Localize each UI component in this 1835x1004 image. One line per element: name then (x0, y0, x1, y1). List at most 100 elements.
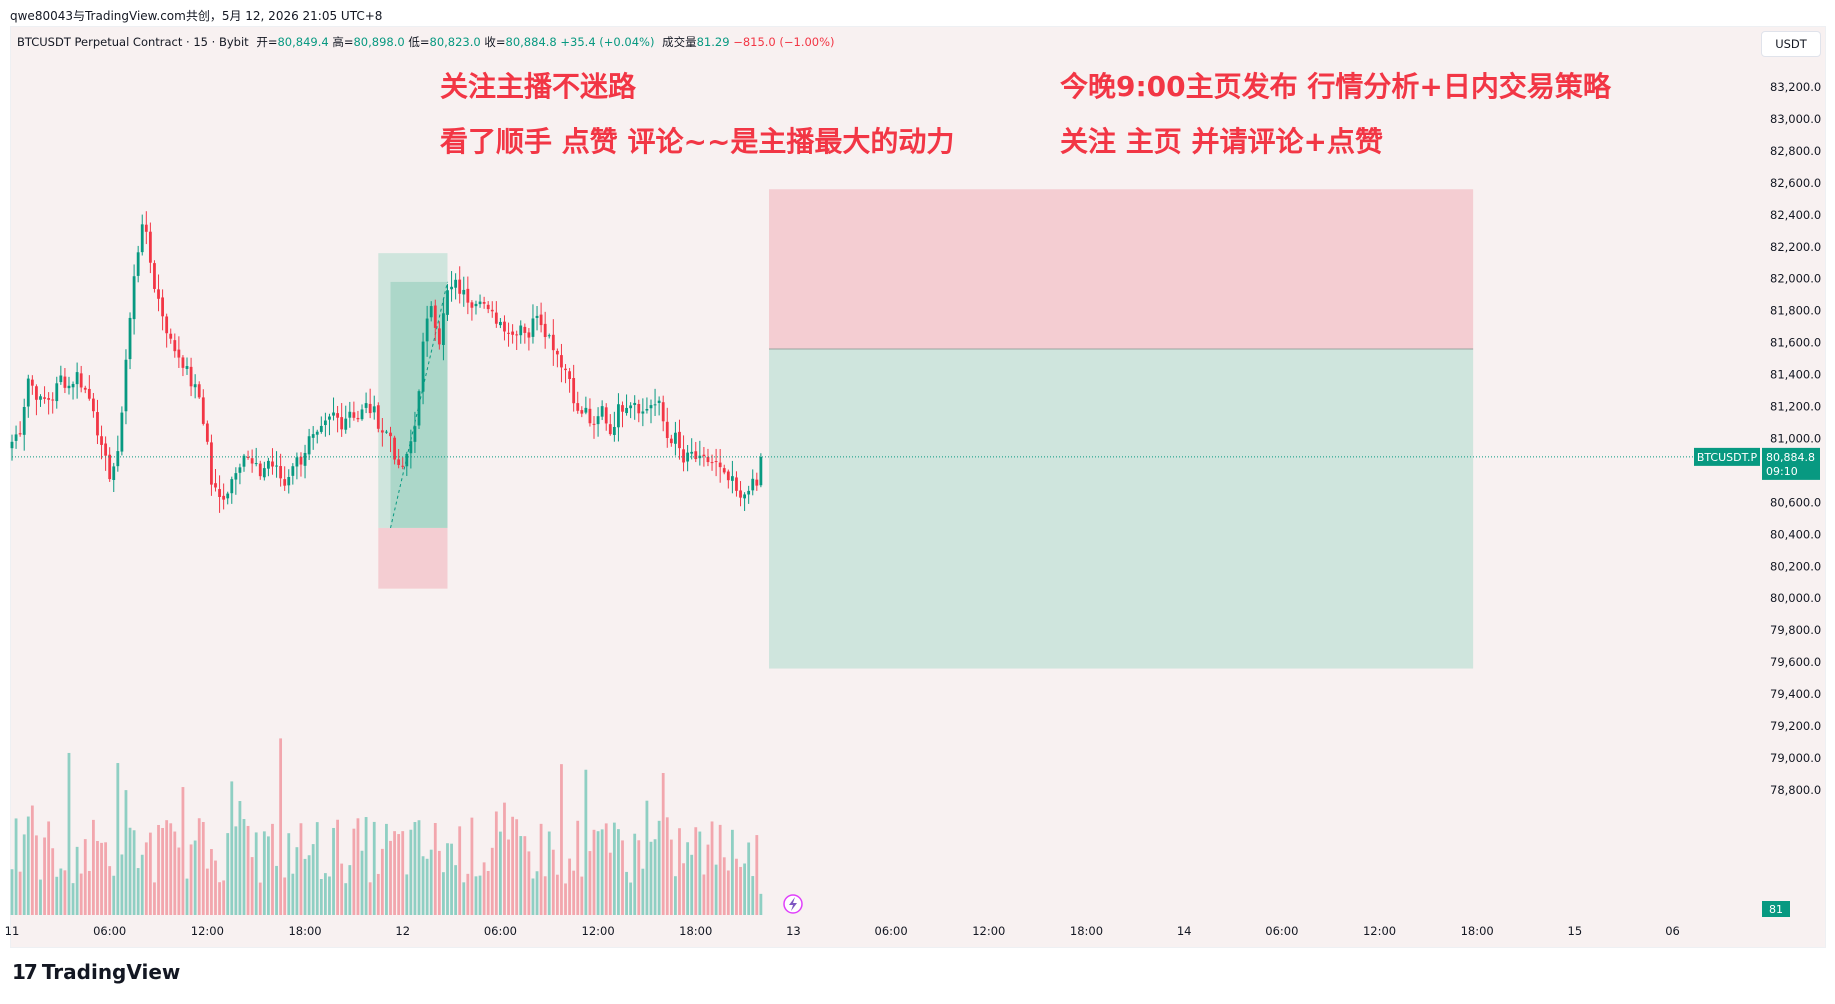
volume-bar (413, 822, 417, 915)
volume-bar (189, 844, 193, 915)
candle (535, 315, 539, 318)
volume-bar (340, 863, 344, 915)
legend-volume-label: 成交量 (662, 35, 697, 49)
candle (425, 318, 429, 342)
candle (63, 376, 67, 388)
volume-bar (47, 821, 51, 915)
candle (234, 473, 238, 480)
candle (629, 405, 633, 409)
candle (417, 391, 421, 426)
candle (79, 373, 83, 388)
volume-bar (120, 854, 124, 915)
candle (92, 398, 95, 412)
overlay-text-left-2[interactable]: 看了顺手 点赞 评论~~是主播最大的动力 (440, 125, 955, 158)
volume-bar (608, 852, 612, 915)
overlay-text-right-1[interactable]: 今晚9:00主页发布 行情分析+日内交易策略 (1060, 70, 1611, 103)
candle (328, 416, 331, 420)
candle (665, 421, 669, 439)
price-tag-symbol-bg (1694, 447, 1760, 466)
candle (291, 466, 295, 476)
volume-bar (425, 858, 429, 915)
candle (299, 456, 303, 465)
volume-bar (555, 874, 559, 915)
tradingview-logo[interactable]: 17 TradingView (12, 960, 180, 984)
lightning-icon[interactable] (783, 894, 803, 914)
volume-bar (612, 822, 616, 915)
overlay-text-left-1[interactable]: 关注主播不迷路 (440, 70, 637, 103)
volume-bar (214, 860, 217, 915)
volume-bar (722, 857, 726, 915)
candle (564, 368, 567, 371)
candle (47, 398, 51, 400)
candle (132, 276, 136, 320)
volume-bar (698, 831, 702, 915)
candle (596, 416, 600, 425)
candle (271, 461, 274, 467)
volume-group (10, 738, 763, 915)
volume-bar (275, 865, 278, 915)
volume-bar (397, 834, 401, 915)
candle (625, 407, 628, 414)
candle (409, 441, 413, 454)
volume-bar (560, 764, 563, 915)
volume-bar (181, 787, 185, 915)
candle (108, 454, 112, 480)
candle (258, 463, 262, 477)
volume-bar (311, 844, 315, 915)
candle (185, 366, 189, 369)
candle (356, 417, 360, 420)
candle (499, 321, 502, 326)
volume-bar (35, 835, 38, 915)
candle (507, 332, 510, 334)
x-tick-label: 15 (1568, 924, 1583, 938)
candle (262, 468, 266, 478)
x-tick-label: 12:00 (191, 924, 224, 938)
volume-bar (92, 819, 95, 915)
candle (205, 423, 209, 442)
candle (633, 402, 637, 405)
volume-bar (674, 876, 677, 915)
volume-bar (576, 820, 580, 915)
volume-bar (267, 836, 270, 915)
currency-button[interactable]: USDT (1761, 31, 1821, 57)
candle (612, 426, 616, 435)
overlay-text-right-2[interactable]: 关注 主页 并请评论+点赞 (1060, 125, 1383, 158)
volume-bar (726, 870, 730, 915)
volume-bar (230, 781, 234, 915)
volume-tag: 81 (1769, 903, 1783, 916)
candle (360, 409, 364, 420)
x-tick-label: 06:00 (875, 924, 908, 938)
candle (735, 477, 738, 491)
candle (128, 317, 132, 360)
x-tick-label: 18:00 (1461, 924, 1494, 938)
legend-open-label: 开= (256, 35, 278, 49)
x-tick-label: 06:00 (93, 924, 126, 938)
volume-bar (466, 873, 470, 915)
candle (604, 407, 608, 424)
x-tick-label: 12 (395, 924, 410, 938)
candle (181, 357, 185, 368)
candle (295, 457, 299, 467)
volume-bar (22, 834, 26, 915)
candle (173, 340, 177, 352)
candle (547, 335, 551, 337)
volume-bar (718, 824, 722, 915)
volume-bar (283, 877, 287, 915)
candle (96, 412, 99, 436)
volume-bar (59, 868, 63, 915)
volume-bar (153, 882, 156, 915)
x-tick-label: 18:00 (288, 924, 321, 938)
candle (344, 418, 348, 430)
volume-bar (279, 738, 283, 915)
volume-bar (751, 876, 755, 915)
candle (332, 412, 335, 416)
volume-bar (161, 827, 164, 915)
candle (59, 375, 63, 383)
legend-symbol: BTCUSDT Perpetual Contract · 15 · Bybit (17, 35, 249, 49)
volume-bar (592, 829, 596, 915)
y-tick-label: 79,000.0 (1770, 751, 1821, 765)
symbol-legend[interactable]: BTCUSDT Perpetual Contract · 15 · Bybit … (17, 34, 835, 50)
volume-bar (621, 840, 624, 915)
candle (747, 490, 751, 495)
